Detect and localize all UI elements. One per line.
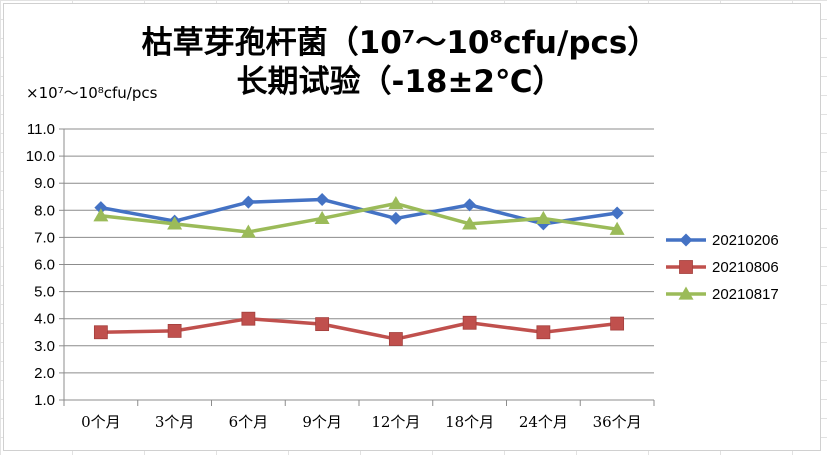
xtick-label-24个月: 24个月 (519, 413, 568, 431)
data-point-20210806-7 (610, 316, 625, 331)
legend: 20210206 20210806 20210817 (666, 232, 779, 303)
ytick-label-3.0: 3.0 (34, 338, 55, 355)
legend-marker-20210817 (678, 286, 694, 300)
chart-area[interactable] (3, 3, 821, 451)
legend-label-20210806: 20210806 (712, 259, 779, 276)
ytick-label-2.0: 2.0 (34, 365, 55, 382)
data-point-20210817-5 (462, 216, 478, 230)
ytick-label-6.0: 6.0 (34, 257, 55, 274)
series-line-20210806 (100, 316, 618, 341)
data-point-20210206-4 (389, 211, 403, 225)
data-point-20210206-0 (94, 201, 108, 215)
legend-label-20210206: 20210206 (712, 232, 779, 249)
data-point-20210206-3 (315, 192, 329, 206)
data-point-20210806-1 (167, 323, 182, 338)
data-point-20210817-6 (535, 210, 551, 225)
legend-item-20210806: 20210806 (666, 259, 779, 276)
series-line-20210817 (100, 201, 618, 234)
xtick-label-9个月: 9个月 (302, 413, 342, 431)
ytick-label-4.0: 4.0 (34, 311, 55, 328)
y-axis-unit-label: ×10⁷～10⁸cfu/pcs (26, 84, 158, 102)
data-point-20210817-4 (388, 196, 404, 210)
data-point-20210806-2 (241, 311, 256, 326)
chart-title-line-1: 枯草芽孢杆菌（10⁷～10⁸cfu/pcs） (142, 25, 659, 61)
legend-item-20210817: 20210817 (666, 286, 779, 303)
data-point-20210206-2 (241, 195, 255, 209)
data-point-20210806-5 (462, 315, 477, 330)
data-point-20210806-6 (536, 325, 551, 340)
xtick-label-6个月: 6个月 (229, 413, 269, 431)
ytick-label-11.0: 11.0 (27, 121, 55, 138)
legend-label-20210817: 20210817 (712, 286, 779, 303)
data-point-20210806-4 (388, 332, 403, 346)
ytick-label-10.0: 10.0 (26, 148, 55, 165)
data-point-20210806-3 (315, 317, 330, 332)
series-layer (93, 192, 625, 346)
chart-title-line-2: 长期试验（-18±2℃） (236, 64, 563, 100)
gridlines (64, 128, 654, 401)
ytick-label-9.0: 9.0 (34, 175, 55, 192)
data-point-20210817-2 (240, 224, 256, 238)
data-point-20210817-7 (609, 221, 625, 235)
legend-marker-20210806 (679, 260, 693, 274)
xtick-label-0个月: 0个月 (81, 413, 121, 431)
legend-item-20210206: 20210206 (666, 232, 779, 249)
ytick-label-8.0: 8.0 (34, 202, 55, 219)
xtick-label-18个月: 18个月 (445, 413, 494, 431)
legend-marker-20210206 (679, 233, 693, 247)
data-point-20210206-7 (610, 206, 624, 220)
xtick-label-3个月: 3个月 (155, 413, 195, 431)
data-point-20210817-1 (167, 216, 183, 230)
data-point-20210806-0 (93, 325, 108, 340)
xtick-label-12个月: 12个月 (371, 413, 420, 431)
ytick-label-7.0: 7.0 (34, 229, 55, 246)
series-20210806 (93, 311, 625, 346)
data-point-20210817-0 (93, 208, 109, 222)
xtick-label-36个月: 36个月 (593, 413, 642, 431)
ytick-label-5.0: 5.0 (34, 284, 55, 301)
ytick-label-1.0: 1.0 (34, 392, 55, 409)
axes: 1.0 2.0 3.0 4.0 5.0 6.0 7.0 8.0 9.0 10.0 11.0 0个月 3个… (26, 121, 655, 431)
data-point-20210206-5 (463, 198, 477, 212)
data-point-20210817-3 (314, 210, 330, 225)
series-20210817 (93, 196, 625, 238)
